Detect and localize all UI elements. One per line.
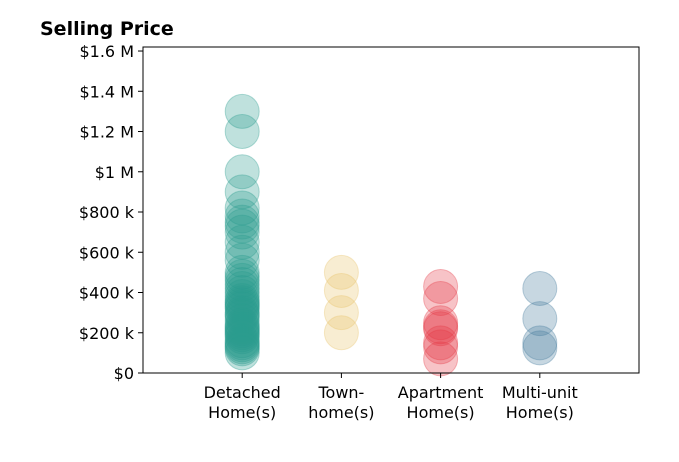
data-point <box>224 270 260 306</box>
data-point <box>224 295 260 331</box>
data-point <box>224 313 260 349</box>
x-tick-label: Apartment Home(s) <box>398 383 484 422</box>
data-point <box>224 224 260 260</box>
data-point <box>224 299 260 335</box>
data-point <box>323 272 359 308</box>
data-point <box>224 327 260 363</box>
data-point <box>224 311 260 347</box>
y-tick-label: $200 k <box>79 324 135 343</box>
plot-frame <box>142 46 640 374</box>
data-point <box>224 242 260 278</box>
data-point <box>224 154 260 190</box>
data-point <box>323 315 359 351</box>
data-point <box>423 281 459 317</box>
data-point <box>423 309 459 345</box>
data-point <box>224 198 260 234</box>
chart-title: Selling Price <box>40 18 174 40</box>
data-point <box>224 283 260 319</box>
data-point <box>224 335 260 371</box>
data-point <box>224 307 260 343</box>
data-point <box>323 254 359 290</box>
data-point <box>423 311 459 347</box>
y-axis: $0 $200 k $400 k $600 k $800 k $1 M $1.2 M $1.4… <box>79 42 143 383</box>
data-point <box>522 325 558 361</box>
data-point <box>224 214 260 250</box>
data-point <box>522 270 558 306</box>
data-point <box>224 254 260 290</box>
data-point <box>224 325 260 361</box>
y-tick-label: $1.6 M <box>79 42 134 61</box>
data-point <box>224 323 260 359</box>
data-point <box>323 295 359 331</box>
y-tick-label: $1.2 M <box>79 123 134 142</box>
y-tick-label: $0 <box>114 364 134 383</box>
data-point <box>224 266 260 302</box>
data-point <box>224 287 260 323</box>
data-point <box>224 329 260 365</box>
data-point <box>423 268 459 304</box>
data-point <box>522 301 558 337</box>
data-point <box>224 275 260 311</box>
data-point <box>224 297 260 333</box>
data-point <box>224 190 260 226</box>
x-tick-label: Multi-unit Home(s) <box>502 383 578 422</box>
data-point <box>423 305 459 341</box>
y-tick-label: $600 k <box>79 243 135 262</box>
y-tick-label: $800 k <box>79 203 135 222</box>
data-point <box>224 204 260 240</box>
data-point <box>224 289 260 325</box>
data-point <box>522 330 558 366</box>
data-point <box>224 303 260 339</box>
data-point <box>224 93 260 129</box>
y-tick-label: $1 M <box>95 163 134 182</box>
x-tick-label: Town-home(s) <box>308 383 374 422</box>
data-point <box>224 315 260 351</box>
data-point <box>224 291 260 327</box>
data-point <box>224 279 260 315</box>
data-point <box>423 329 459 365</box>
y-tick-label: $1.4 M <box>79 82 134 101</box>
data-point <box>224 258 260 294</box>
data-point <box>423 325 459 361</box>
data-point <box>224 317 260 353</box>
data-point <box>224 262 260 298</box>
data-point <box>224 174 260 210</box>
data-point <box>224 208 260 244</box>
data-point <box>224 309 260 345</box>
data-point <box>224 234 260 270</box>
data-point <box>224 331 260 367</box>
x-axis: Detached Home(s) Town-home(s) Apartment Home… <box>204 373 578 422</box>
data-point <box>224 319 260 355</box>
y-tick-label: $400 k <box>79 284 135 303</box>
x-tick-label: Detached Home(s) <box>204 383 281 422</box>
data-point <box>423 341 459 377</box>
chart-marks <box>224 93 558 377</box>
data-point <box>224 285 260 321</box>
data-point <box>224 114 260 150</box>
